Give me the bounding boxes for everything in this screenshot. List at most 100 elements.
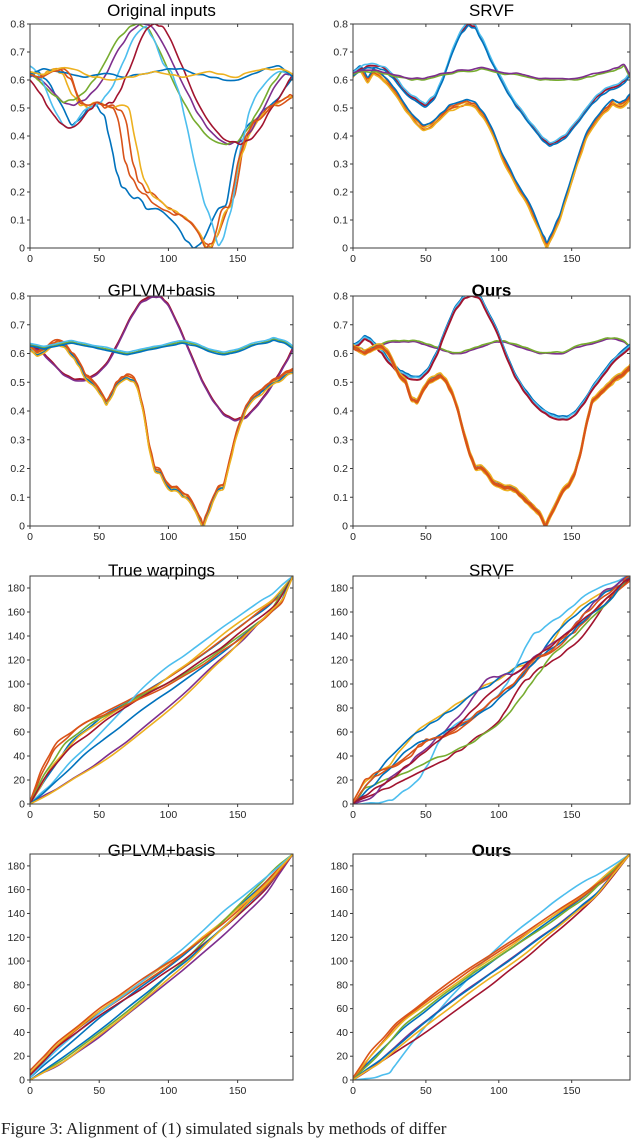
y-tick-label: 0.6 <box>10 348 25 360</box>
y-tick-label: 0.8 <box>10 291 25 303</box>
y-tick-label: 80 <box>13 703 25 715</box>
y-tick-label: 0.7 <box>10 319 25 331</box>
y-tick-label: 40 <box>336 1027 348 1039</box>
y-tick-label: 0.3 <box>10 159 25 171</box>
plot-title: Ours <box>471 841 512 860</box>
y-tick-label: 0.3 <box>333 434 348 446</box>
y-tick-label: 60 <box>13 727 25 739</box>
x-tick-label: 150 <box>563 253 581 265</box>
plot-original-inputs: Original inputs 0 50 100 150 0 0.1 0.2 0.3 0.4 0.… <box>0 0 320 280</box>
series-line <box>353 576 630 804</box>
plot-canvas: 0 50 100 150 0 0.1 0.2 0.3 0.4 0.5 0.6 0.7 0.8 <box>333 291 631 543</box>
series-line <box>353 854 630 1079</box>
y-tick-label: 120 <box>330 932 348 944</box>
plot-true-warpings: True warpings 0 50 100 150 0 20 40 60 80 100 120 14… <box>0 560 320 840</box>
x-tick-label: 100 <box>160 809 178 821</box>
figure-caption: Figure 3: Alignment of (1) simulated sig… <box>1 1119 447 1138</box>
plot-title: True warpings <box>107 561 216 580</box>
series-line <box>353 576 630 804</box>
series-line <box>353 576 630 803</box>
plot-canvas: 0 50 100 150 0 20 40 60 80 100 120 140 160 180 <box>7 575 294 821</box>
x-tick-label: 50 <box>93 809 105 821</box>
series-line <box>353 576 630 804</box>
y-tick-label: 0.3 <box>10 434 25 446</box>
x-tick-label: 50 <box>93 531 105 543</box>
y-tick-label: 0.1 <box>10 215 25 227</box>
y-tick-label: 0.2 <box>10 463 25 475</box>
series-line <box>30 336 293 353</box>
x-tick-label: 150 <box>563 809 581 821</box>
y-tick-label: 20 <box>336 1051 348 1063</box>
series-line <box>30 854 293 1072</box>
y-tick-label: 0.2 <box>333 463 348 475</box>
y-tick-label: 100 <box>330 956 348 968</box>
series-line <box>353 854 630 1079</box>
plot-gplvm-basis-warpings: GPLVM+basis 0 50 100 150 0 20 40 60 80 100 120 140 1… <box>0 840 320 1120</box>
y-tick-label: 0.6 <box>333 75 348 87</box>
x-tick-label: 150 <box>229 531 247 543</box>
y-tick-label: 0.1 <box>333 215 348 227</box>
y-tick-label: 160 <box>7 884 25 896</box>
y-tick-label: 140 <box>7 908 25 920</box>
x-tick-label: 50 <box>93 1085 105 1097</box>
series-line <box>353 854 630 1080</box>
series-line <box>30 67 293 248</box>
x-tick-label: 0 <box>350 531 356 543</box>
series-line <box>30 68 293 248</box>
series-line <box>30 24 293 146</box>
y-tick-label: 80 <box>13 979 25 991</box>
series-line <box>353 576 630 803</box>
y-tick-label: 60 <box>13 1003 25 1015</box>
x-tick-label: 100 <box>490 531 508 543</box>
x-tick-label: 50 <box>420 1085 432 1097</box>
series-line <box>30 67 293 248</box>
series-line <box>353 69 630 248</box>
series-line <box>30 343 293 526</box>
series-line <box>30 576 293 804</box>
y-tick-label: 40 <box>13 751 25 763</box>
plot-canvas: 0 50 100 150 0 0.1 0.2 0.3 0.4 0.5 0.6 0.7 0.8 <box>333 19 631 265</box>
plot-srvf-functions: SRVF 0 50 100 150 0 0.1 0.2 0.3 0.4 0.5 0.6 0.7 0.8 <box>320 0 640 280</box>
series-line <box>353 70 630 248</box>
y-tick-label: 20 <box>13 775 25 787</box>
series-line <box>30 576 293 804</box>
x-tick-label: 50 <box>420 253 432 265</box>
series-line <box>30 340 293 526</box>
y-tick-label: 0 <box>342 799 348 811</box>
y-tick-label: 0.4 <box>10 406 25 418</box>
plot-title: SRVF <box>468 1 515 20</box>
y-tick-label: 0.7 <box>333 319 348 331</box>
y-tick-label: 140 <box>330 908 348 920</box>
y-tick-label: 140 <box>7 631 25 643</box>
x-tick-label: 150 <box>563 531 581 543</box>
y-tick-label: 180 <box>7 860 25 872</box>
y-tick-label: 60 <box>336 1003 348 1015</box>
y-tick-label: 0.6 <box>10 75 25 87</box>
y-tick-label: 40 <box>13 1027 25 1039</box>
series-line <box>353 296 630 421</box>
series-line <box>353 337 630 355</box>
series-line <box>30 66 293 81</box>
x-tick-label: 150 <box>563 1085 581 1097</box>
series-line <box>353 576 630 804</box>
series-line <box>353 854 630 1080</box>
plot-gplvm-basis-functions: GPLVM+basis 0 50 100 150 0 0.1 0.2 0.3 0.4 0.5 0.6… <box>0 280 320 560</box>
y-tick-label: 40 <box>336 751 348 763</box>
y-tick-label: 0.8 <box>333 19 348 31</box>
y-tick-label: 0.2 <box>333 187 348 199</box>
series-line <box>353 24 630 144</box>
y-tick-label: 160 <box>330 884 348 896</box>
series-line <box>30 342 293 526</box>
x-tick-label: 0 <box>27 1085 33 1097</box>
y-tick-label: 0.4 <box>10 131 25 143</box>
y-tick-label: 100 <box>7 956 25 968</box>
x-tick-label: 100 <box>160 531 178 543</box>
y-tick-label: 0.6 <box>333 348 348 360</box>
plot-ours-functions: Ours 0 50 100 150 0 0.1 0.2 0.3 0.4 0.5 0.6 0.7 0.8 <box>320 280 640 560</box>
y-tick-label: 0 <box>19 243 25 255</box>
series-line <box>353 24 630 147</box>
y-tick-label: 0.5 <box>10 103 25 115</box>
x-tick-label: 0 <box>350 809 356 821</box>
series-line <box>30 341 293 526</box>
y-tick-label: 0.8 <box>333 291 348 303</box>
